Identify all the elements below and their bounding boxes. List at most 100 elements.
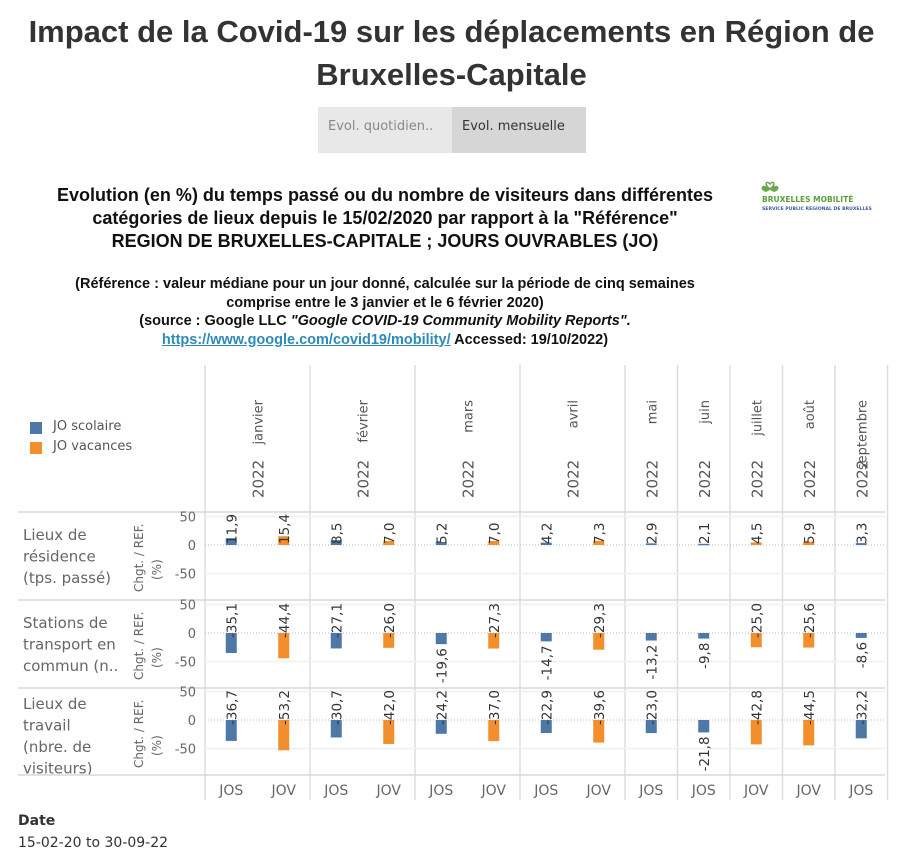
source-prefix: (source : Google LLC xyxy=(139,313,291,329)
svg-text:BRUXELLES MOBILITÉ: BRUXELLES MOBILITÉ xyxy=(762,195,853,204)
data-label: -39,6 xyxy=(592,690,608,725)
note-line: comprise entre le 3 janvier et le 6 févr… xyxy=(226,294,544,311)
data-label: -24,2 xyxy=(434,690,450,725)
bar-jos xyxy=(435,542,447,545)
y-axis-title: Chgt. / REF. xyxy=(132,523,146,592)
year-label: 2022 xyxy=(565,460,583,498)
source-title: "Google COVID-19 Community Mobility Repo… xyxy=(290,313,631,329)
month-label: août xyxy=(803,400,818,429)
x-tick-label: JOS xyxy=(638,783,663,799)
bar-jos xyxy=(645,633,657,641)
data-label: -37,0 xyxy=(487,690,503,725)
y-tick-label: 0 xyxy=(188,627,196,642)
row-label: Lieux de xyxy=(23,695,87,713)
bar-jos xyxy=(855,720,867,739)
data-label: 2,1 xyxy=(697,523,713,544)
bar-jov xyxy=(803,720,815,746)
source-note: (Référence : valeur médiane pour un jour… xyxy=(20,275,750,349)
data-label: 4,2 xyxy=(539,523,555,544)
year-label: 2022 xyxy=(250,460,268,498)
bar-jos xyxy=(698,720,710,733)
x-tick-label: JOS xyxy=(323,783,348,799)
bar-jos xyxy=(435,720,447,734)
data-label: -27,3 xyxy=(487,603,503,638)
year-label: 2022 xyxy=(696,460,714,498)
month-label: février xyxy=(357,399,372,442)
bar-jos xyxy=(435,633,447,645)
data-label: -30,7 xyxy=(329,690,345,725)
x-tick-label: JOS xyxy=(691,783,716,799)
x-tick-label: JOV xyxy=(796,783,822,799)
data-label: -8,6 xyxy=(854,642,870,668)
bar-jov xyxy=(593,540,605,545)
bar-jov xyxy=(488,720,500,742)
year-label: 2022 xyxy=(853,460,871,498)
bar-chart: JO scolaire JO vacances janvier 2022 février… xyxy=(18,365,889,800)
data-label: -35,1 xyxy=(224,603,240,638)
data-label: 4,5 xyxy=(749,523,765,544)
y-tick-label: 50 xyxy=(179,511,196,526)
source-link[interactable]: https://www.google.com/covid19/mobility/ xyxy=(161,331,451,348)
bar-jov xyxy=(278,633,290,659)
y-tick-label: 0 xyxy=(188,539,196,554)
data-label: 11,9 xyxy=(224,514,240,544)
data-label: 3,3 xyxy=(854,523,870,544)
data-label: -36,7 xyxy=(224,690,240,725)
data-label: -29,3 xyxy=(592,603,608,638)
data-label: -42,8 xyxy=(749,690,765,725)
bar-jos xyxy=(225,538,237,545)
bar-jos xyxy=(330,633,342,649)
row-label: commun (n.. xyxy=(23,657,118,675)
bar-jos xyxy=(645,720,657,734)
bar-jov xyxy=(278,536,290,545)
month-label: septembre xyxy=(855,400,870,470)
data-label: -23,0 xyxy=(644,690,660,725)
bar-jov xyxy=(278,720,290,751)
accessed-date: Accessed: 19/10/2022) xyxy=(450,331,609,348)
legend-swatch-jov xyxy=(30,442,42,454)
date-filter-label: Date xyxy=(18,813,56,829)
bar-jov xyxy=(803,633,815,648)
y-axis-title: Chgt. / REF. xyxy=(132,611,146,680)
data-label: -26,0 xyxy=(382,603,398,638)
data-label: -19,6 xyxy=(434,648,450,683)
data-label: -9,8 xyxy=(697,643,713,669)
bar-jos xyxy=(540,633,552,642)
bar-jov xyxy=(488,633,500,649)
note-line: https://www.google.com/covid19/mobility/… xyxy=(20,331,750,350)
bar-jov xyxy=(750,720,762,745)
x-tick-label: JOV xyxy=(376,783,402,799)
data-label: -25,0 xyxy=(749,603,765,638)
data-label: 5,9 xyxy=(802,523,818,544)
x-tick-label: JOV xyxy=(271,783,297,799)
date-filter-value[interactable]: 15-02-20 to 30-09-22 xyxy=(18,835,169,851)
row-label: Lieux de xyxy=(23,526,87,544)
data-label: -44,5 xyxy=(802,690,818,725)
legend-label-jov: JO vacances xyxy=(52,439,132,454)
bar-jos xyxy=(698,543,710,546)
y-tick-label: 50 xyxy=(179,599,196,614)
data-label: -53,2 xyxy=(277,690,293,725)
note-line: (Référence : valeur médiane pour un jour… xyxy=(75,276,695,292)
row-label: résidence xyxy=(23,548,96,566)
x-tick-label: JOV xyxy=(481,783,507,799)
year-label: 2022 xyxy=(748,460,766,498)
bar-jov xyxy=(803,541,815,545)
bruxelles-mobilite-logo: BRUXELLES MOBILITÉ SERVICE PUBLIC RÉGION… xyxy=(758,178,888,218)
data-label: 5,2 xyxy=(434,523,450,544)
x-tick-label: JOV xyxy=(586,783,612,799)
year-label: 2022 xyxy=(355,460,373,498)
subtitle-line: catégories de lieux depuis le 15/02/2020… xyxy=(92,208,678,228)
toggle-monthly[interactable]: Evol. mensuelle xyxy=(452,107,586,153)
row-label: (tps. passé) xyxy=(23,569,111,587)
bar-jov xyxy=(488,541,500,545)
data-label: -14,7 xyxy=(539,645,555,680)
bar-jov xyxy=(750,542,762,545)
toggle-daily[interactable]: Evol. quotidien.. xyxy=(318,107,452,153)
data-label: -42,0 xyxy=(382,690,398,725)
page-title: Impact de la Covid-19 sur les déplacemen… xyxy=(28,14,875,92)
bar-jos xyxy=(540,542,552,545)
month-label: mai xyxy=(645,400,660,424)
data-label: -25,6 xyxy=(802,603,818,638)
note-line: (source : Google LLC "Google COVID-19 Co… xyxy=(20,312,750,331)
